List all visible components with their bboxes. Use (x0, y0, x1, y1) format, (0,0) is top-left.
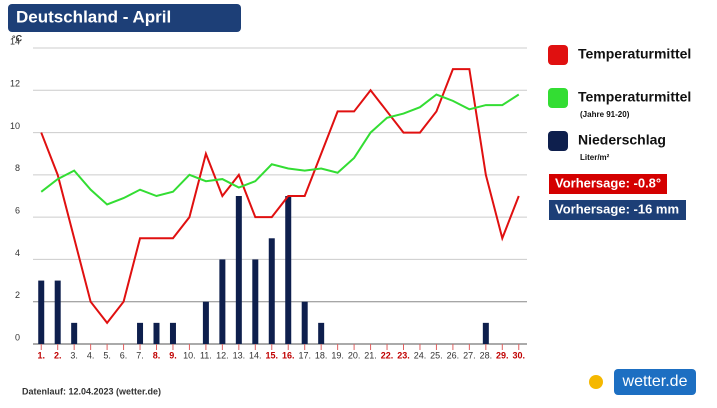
x-tick-label: 21. (364, 350, 377, 360)
x-tick-label: 28. (480, 350, 493, 360)
x-tick-label: 27. (463, 350, 476, 360)
x-tick-label: 1. (37, 350, 45, 360)
y-tick-label: 6 (15, 206, 20, 216)
x-tick-label: 8. (153, 350, 161, 360)
x-tick-label: 25. (430, 350, 443, 360)
x-tick-label: 9. (169, 350, 177, 360)
x-tick-label: 16. (282, 350, 295, 360)
line (40, 93, 520, 206)
x-tick-label: 3. (70, 350, 78, 360)
footer: Datenlauf: 12.04.2023 (wetter.de) (22, 386, 161, 396)
x-tick-label: 14. (249, 350, 262, 360)
bar (301, 301, 308, 344)
x-tick-label: 12. (216, 350, 229, 360)
bar (153, 322, 160, 344)
x-tick-label: 13. (233, 350, 246, 360)
legend-swatch (548, 45, 568, 65)
legend-note: (Jahre 91-20) (580, 110, 630, 119)
x-tick-label: 2. (54, 350, 62, 360)
bar (235, 196, 242, 344)
bar (252, 259, 259, 344)
annotation-box (549, 174, 667, 194)
bar (268, 238, 275, 344)
bar (219, 259, 226, 344)
bar (38, 280, 45, 344)
x-tick-label: 7. (136, 350, 144, 360)
x-tick-label: 23. (397, 350, 410, 360)
y-unit: °C (12, 33, 23, 43)
x-tick-label: 17. (298, 350, 311, 360)
annotation: Vorhersage: -16 mm (555, 201, 679, 216)
y-tick-label: 4 (15, 248, 20, 258)
bar (169, 322, 176, 344)
legend-swatch (548, 88, 568, 108)
legend-label: Niederschlag (578, 132, 666, 148)
y-tick-label: 12 (10, 79, 20, 89)
y-tick-label: 14 (10, 36, 20, 46)
x-tick-label: 24. (414, 350, 427, 360)
y-tick-label: 0 (15, 332, 20, 342)
x-tick-label: 4. (87, 350, 95, 360)
x-tick-label: 19. (331, 350, 344, 360)
y-tick-label: 10 (10, 121, 20, 131)
legend-label: Temperaturmittel (578, 46, 691, 62)
title-box (8, 4, 241, 32)
logo-box (614, 369, 696, 395)
logo-sun (589, 375, 603, 389)
line (40, 68, 520, 325)
x-tick-label: 11. (200, 350, 212, 360)
legend-note: Liter/m² (580, 153, 610, 162)
annotation: Vorhersage: -0.8° (555, 175, 661, 190)
x-tick-label: 6. (120, 350, 128, 360)
x-tick-label: 30. (513, 350, 526, 360)
bar (71, 322, 78, 344)
x-tick-label: 29. (496, 350, 509, 360)
bar (482, 322, 489, 344)
x-tick-label: 5. (103, 350, 111, 360)
x-tick-label: 10. (183, 350, 196, 360)
logo-text: wetter.de (622, 373, 688, 390)
bar (202, 301, 209, 344)
bar (285, 196, 292, 344)
legend-label: Temperaturmittel (578, 89, 691, 105)
bar (137, 322, 144, 344)
bar (318, 322, 325, 344)
annotation-box (549, 200, 686, 220)
logo: wetter.de (589, 369, 696, 395)
x-tick-label: 18. (315, 350, 328, 360)
x-tick-label: 20. (348, 350, 361, 360)
y-tick-label: 8 (15, 163, 20, 173)
y-tick-label: 2 (15, 290, 20, 300)
x-tick-label: 15. (266, 350, 279, 360)
x-tick-label: 22. (381, 350, 394, 360)
legend-swatch (548, 131, 568, 151)
chart-title: Deutschland - April (16, 7, 171, 26)
x-tick-label: 26. (447, 350, 460, 360)
bar (54, 280, 61, 344)
